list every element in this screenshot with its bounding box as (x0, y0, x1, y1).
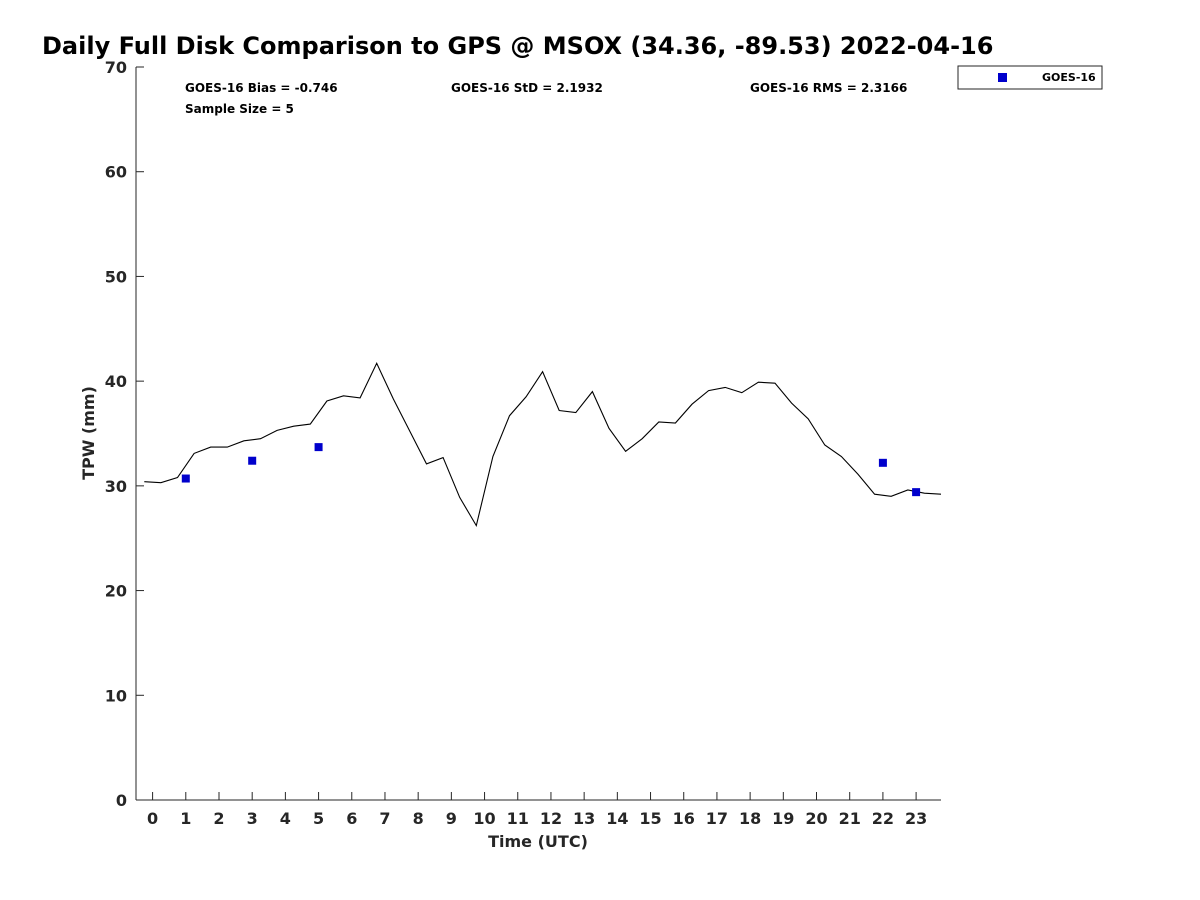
x-tick-label: 12 (540, 809, 562, 828)
x-tick-label: 2 (213, 809, 224, 828)
sample-size-stat: Sample Size = 5 (185, 102, 294, 116)
std-stat: GOES-16 StD = 2.1932 (451, 81, 603, 95)
x-tick-label: 1 (180, 809, 191, 828)
x-tick-label: 17 (706, 809, 728, 828)
gps-tpw-line (144, 362, 942, 528)
legend-label: GOES-16 (1042, 71, 1096, 84)
y-tick-label: 50 (105, 267, 127, 286)
legend-marker (998, 73, 1007, 82)
y-tick-label: 20 (105, 582, 127, 601)
x-tick-label: 16 (673, 809, 695, 828)
y-tick-label: 10 (105, 686, 127, 705)
x-tick-label: 5 (313, 809, 324, 828)
y-tick-label: 0 (116, 791, 127, 810)
legend-box (957, 65, 1103, 90)
legend: GOES-16 (957, 65, 1103, 90)
x-tick-label: 7 (379, 809, 390, 828)
goes16-point (314, 443, 323, 452)
x-tick-label: 0 (147, 809, 158, 828)
x-tick-label: 21 (839, 809, 861, 828)
goes16-point (181, 474, 190, 483)
x-tick-label: 11 (507, 809, 529, 828)
x-tick-label: 9 (446, 809, 457, 828)
x-tick-label: 4 (280, 809, 291, 828)
x-tick-label: 8 (413, 809, 424, 828)
x-tick-label: 18 (739, 809, 761, 828)
data-series (144, 362, 942, 528)
y-axis-ticks: 0 10 20 30 40 50 60 70 (105, 58, 144, 810)
y-tick-label: 30 (105, 477, 127, 496)
y-axis-label: TPW (mm) (79, 386, 98, 480)
y-tick-label: 70 (105, 58, 127, 77)
goes16-point (912, 488, 921, 497)
x-tick-label: 23 (905, 809, 927, 828)
goes16-point (878, 458, 887, 467)
y-tick-label: 40 (105, 372, 127, 391)
x-axis-label: Time (UTC) (488, 832, 588, 851)
x-tick-label: 3 (247, 809, 258, 828)
goes16-point (248, 456, 257, 465)
x-tick-label: 22 (872, 809, 894, 828)
x-tick-label: 15 (639, 809, 661, 828)
plot-axes (135, 67, 941, 801)
chart-title: Daily Full Disk Comparison to GPS @ MSOX… (42, 32, 993, 60)
x-axis-ticks: 0 1 2 3 4 5 6 7 8 9 10 11 12 13 14 15 16 17 18 19 20 21 22 23 (147, 792, 927, 828)
x-tick-label: 13 (573, 809, 595, 828)
x-tick-label: 6 (346, 809, 357, 828)
x-tick-label: 14 (606, 809, 628, 828)
bias-stat: GOES-16 Bias = -0.746 (185, 81, 338, 95)
y-tick-label: 60 (105, 163, 127, 182)
x-tick-label: 19 (772, 809, 794, 828)
rms-stat: GOES-16 RMS = 2.3166 (750, 81, 907, 95)
x-tick-label: 10 (473, 809, 495, 828)
x-tick-label: 20 (805, 809, 827, 828)
